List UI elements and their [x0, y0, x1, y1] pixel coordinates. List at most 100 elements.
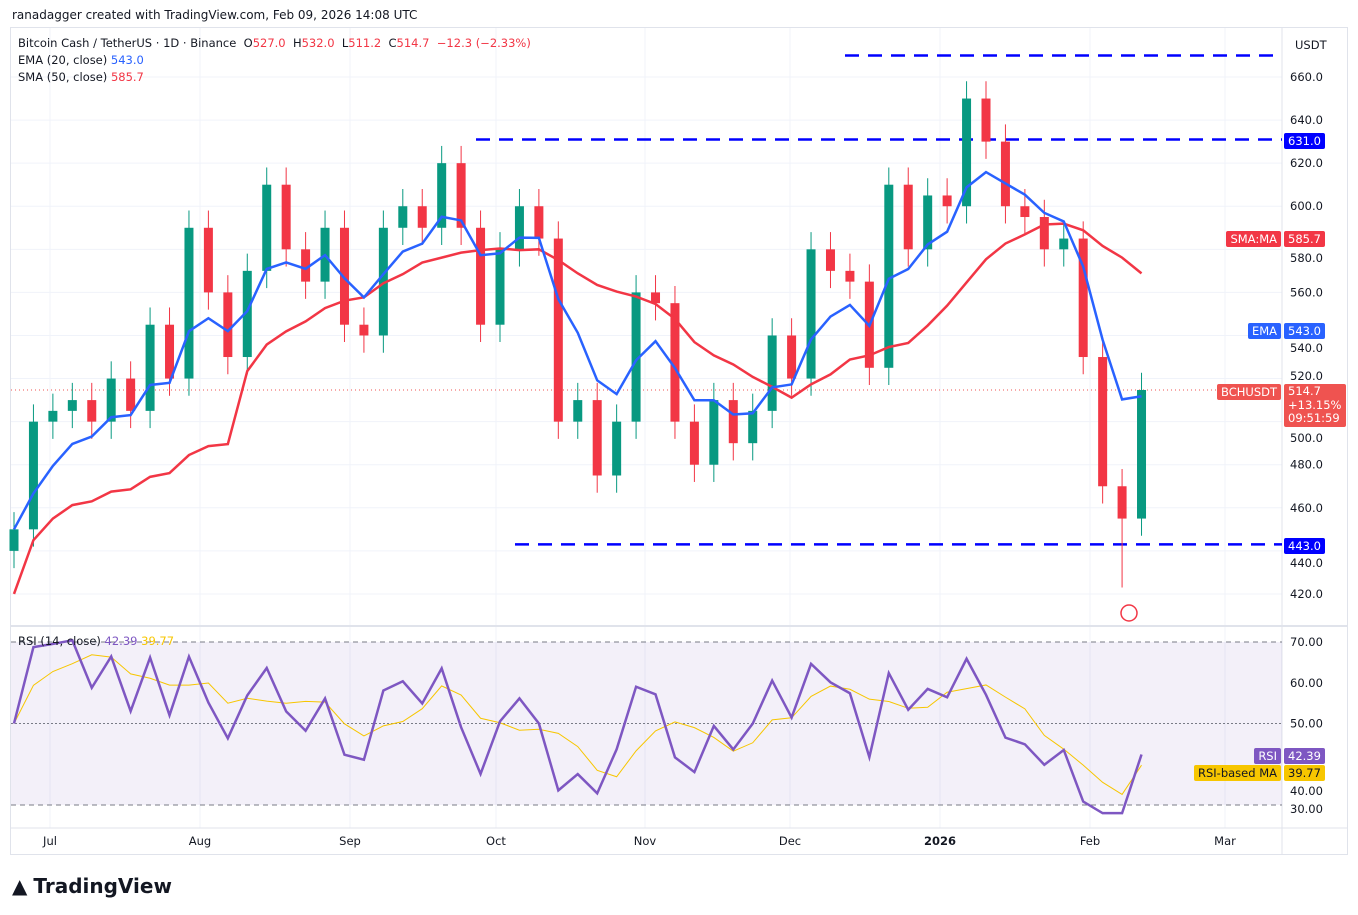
- candle-body: [203, 227, 213, 293]
- sma-tag-name: SMA:MA: [1226, 231, 1281, 247]
- candle-body: [456, 163, 466, 228]
- candle-body: [339, 227, 349, 325]
- candle-body: [106, 378, 116, 422]
- time-tick-label: Feb: [1080, 834, 1100, 848]
- candle-body: [631, 292, 641, 422]
- level-443-row: 443.0: [0, 538, 1358, 554]
- rsi-tag-name: RSI: [1254, 748, 1281, 764]
- sma-label[interactable]: SMA (50, close): [18, 70, 108, 84]
- candle-body: [165, 324, 175, 379]
- rsi-label[interactable]: RSI (14, close): [18, 634, 101, 648]
- rsi-tick-label: 50.00: [1290, 717, 1323, 731]
- candle-body: [87, 400, 97, 422]
- candle-body: [923, 195, 933, 250]
- ema-value: 543.0: [110, 53, 144, 67]
- candle-body: [301, 249, 311, 282]
- price-tick-label: 480.0: [1290, 458, 1323, 472]
- candle-body: [709, 400, 719, 465]
- candle-body: [476, 227, 486, 325]
- time-tick-label: Oct: [486, 834, 506, 848]
- candle-body: [398, 206, 408, 228]
- rsi-band: [11, 642, 1282, 805]
- price-tick-label: 500.0: [1290, 431, 1323, 445]
- level-443-tag: 443.0: [1284, 538, 1325, 554]
- candle-body: [28, 421, 38, 530]
- ema-tag-name: EMA: [1247, 323, 1281, 339]
- candle-body: [903, 184, 913, 250]
- candle-body: [534, 206, 544, 239]
- candle-body: [592, 400, 602, 476]
- candle-body: [242, 270, 252, 358]
- rsi-ma-tag-name: RSI-based MA: [1194, 765, 1281, 781]
- rsi-tag-row: RSI 42.39: [0, 748, 1358, 764]
- candle-body: [884, 184, 894, 368]
- time-tick-label: Nov: [634, 834, 657, 848]
- time-tick-label: 2026: [924, 834, 956, 848]
- rsi-ma-value: 39.77: [141, 634, 175, 648]
- price-tick-label: 440.0: [1290, 556, 1323, 570]
- rsi-tag-value: 42.39: [1284, 748, 1325, 764]
- candle-body: [145, 324, 155, 411]
- candle-body: [223, 292, 233, 358]
- candle-body: [378, 227, 388, 336]
- price-tick-label: 640.0: [1290, 113, 1323, 127]
- candle-body: [9, 529, 19, 551]
- price-tick-label: 460.0: [1290, 501, 1323, 515]
- rsi-tick-label: 30.00: [1290, 802, 1323, 816]
- sma-value: 585.7: [110, 70, 144, 84]
- open-value: 527.0: [252, 36, 286, 50]
- price-tick-label: 660.0: [1290, 70, 1323, 84]
- candle-body: [787, 335, 797, 379]
- price-value: 514.7: [1288, 384, 1321, 398]
- time-tick-label: Jul: [42, 834, 57, 848]
- credit-text: ranadagger created with TradingView.com,…: [12, 8, 418, 22]
- tradingview-logo[interactable]: ▲ TradingView: [12, 874, 172, 898]
- price-tick-label: 520.0: [1290, 369, 1323, 383]
- currency-label[interactable]: USDT: [1295, 38, 1327, 52]
- close-value: 514.7: [396, 36, 430, 50]
- candle-body: [514, 206, 524, 250]
- candle-body: [942, 195, 952, 207]
- candle-body: [553, 238, 563, 422]
- candle-body: [67, 400, 77, 411]
- candle-body: [612, 421, 622, 476]
- candle-body: [689, 421, 699, 465]
- time-tick-label: Mar: [1214, 834, 1236, 848]
- candle-body: [767, 335, 777, 411]
- open-label: O: [243, 36, 253, 50]
- chart-frame: [10, 27, 1348, 855]
- candle-body: [281, 184, 291, 250]
- ema-label[interactable]: EMA (20, close): [18, 53, 108, 67]
- candle-body: [184, 227, 194, 379]
- candle-body: [845, 270, 855, 282]
- rsi-value: 42.39: [104, 634, 138, 648]
- candle-body: [806, 249, 816, 379]
- symbol-title[interactable]: Bitcoin Cash / TetherUS · 1D · Binance: [18, 36, 237, 50]
- sma-tag-value: 585.7: [1284, 231, 1325, 247]
- price-tag-row: BCHUSDT 514.7 +13.15% 09:51:59: [0, 384, 1358, 427]
- price-tick-label: 420.0: [1290, 587, 1323, 601]
- candle-body: [670, 303, 680, 422]
- candle-body: [1137, 389, 1147, 519]
- candle-body: [437, 163, 447, 228]
- rsi-legend: RSI (14, close) 42.39 39.77: [18, 634, 174, 648]
- candle-body: [1000, 141, 1010, 207]
- sma-tag-row: SMA:MA 585.7: [0, 231, 1358, 247]
- candle-body: [748, 410, 758, 444]
- candle-body: [651, 292, 661, 304]
- candle-body: [573, 400, 583, 422]
- rsi-tick-label: 40.00: [1290, 784, 1323, 798]
- time-tick-label: Dec: [779, 834, 801, 848]
- bar-countdown: 09:51:59: [1288, 411, 1340, 425]
- candle-body: [262, 184, 272, 271]
- level-631-tag: 631.0: [1284, 133, 1325, 149]
- price-tick-label: 560.0: [1290, 285, 1323, 299]
- high-value: 532.0: [301, 36, 335, 50]
- price-tick-label: 540.0: [1290, 341, 1323, 355]
- candle-body: [1117, 486, 1127, 519]
- candle-body: [417, 206, 427, 228]
- tv-logo-icon: ▲: [12, 874, 28, 898]
- candle-body: [48, 410, 58, 422]
- rsi-ma-tag-value: 39.77: [1284, 765, 1325, 781]
